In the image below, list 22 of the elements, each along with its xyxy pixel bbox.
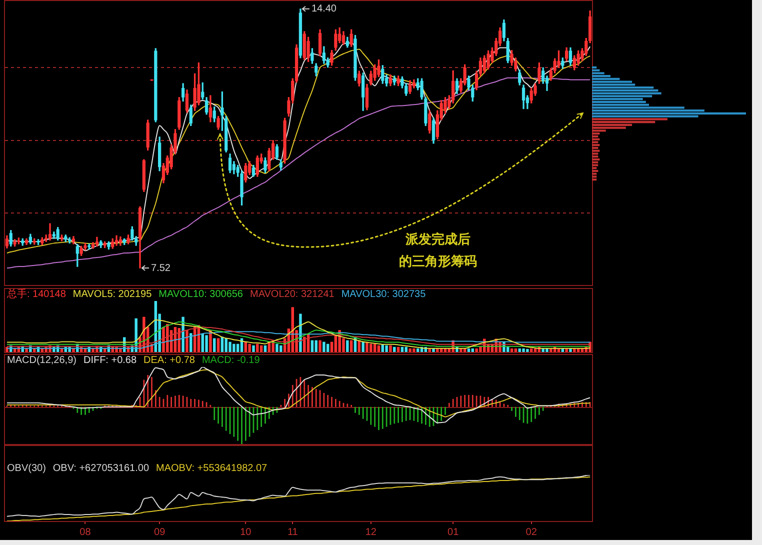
x-tick-label: 12: [365, 526, 377, 538]
x-tick-label: 11: [287, 526, 298, 538]
text: OBV: +627053161.00: [52, 462, 150, 474]
annotation: 14.40: [311, 4, 337, 15]
text: MAVOL30: 302735: [341, 288, 426, 300]
annotation: 7.52: [151, 262, 171, 274]
annotation: 派发完成后的三角形筹码: [399, 232, 478, 269]
series-label: DEA: +0.78: [144, 354, 196, 366]
text: MAVOL20: 321241: [250, 288, 335, 300]
text: MAVOL5: 202195: [72, 288, 152, 300]
text: MAVOL10: 300656: [158, 288, 244, 300]
text: MAOBV: +553641982.07: [156, 462, 268, 474]
x-tick-label: 09: [154, 526, 166, 538]
series-label: DIFF: +0.68: [83, 354, 137, 366]
text: MACD: -0.19: [202, 354, 260, 366]
text: 总手: 140148: [6, 288, 66, 300]
chart-title: MACD(12,26,9): [7, 354, 76, 366]
chart-title: OBV(30): [7, 462, 46, 474]
x-tick-label: 02: [526, 526, 538, 538]
x-tick-label: 01: [448, 526, 460, 538]
x-tick-label: 10: [240, 526, 252, 538]
x-tick-label: 08: [80, 526, 92, 538]
